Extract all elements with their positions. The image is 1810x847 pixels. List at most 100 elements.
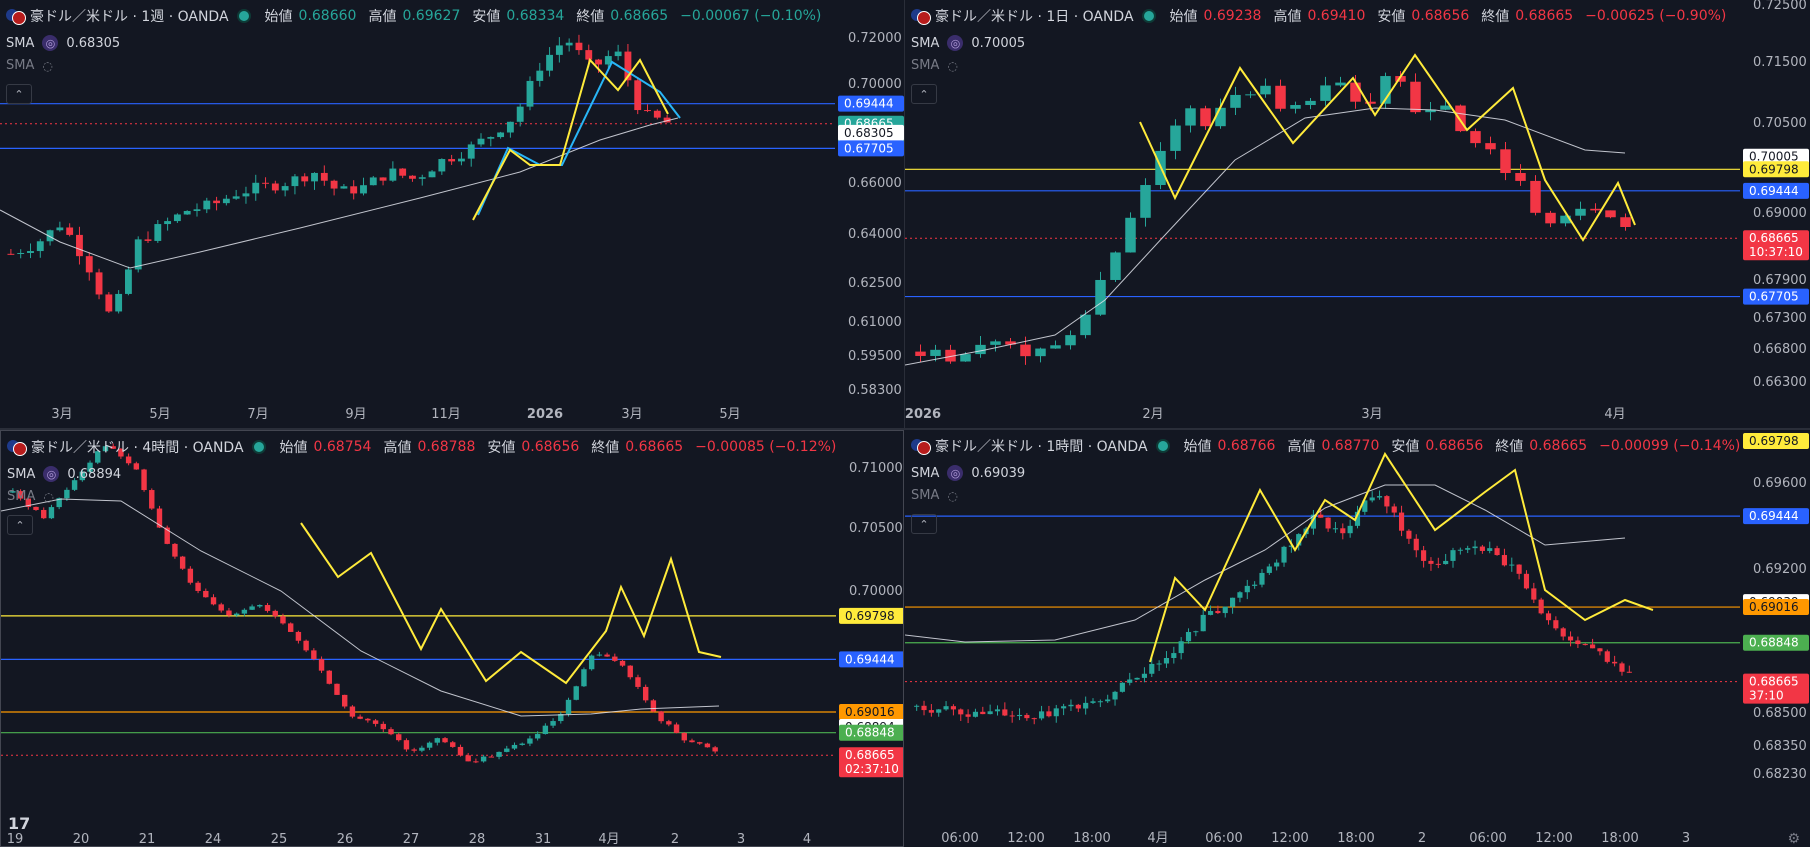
sma-indicator-row-hidden[interactable]: SMA ◌: [7, 489, 54, 504]
candle-body: [369, 177, 377, 186]
collapse-legend-button[interactable]: ⌃: [911, 84, 937, 104]
candle-body: [1222, 606, 1228, 614]
x-tick-label: 25: [271, 832, 288, 847]
candle-body: [133, 463, 140, 470]
candle-body: [102, 446, 109, 452]
candle-body: [565, 42, 573, 46]
candle-body: [448, 159, 456, 162]
candle-body: [149, 490, 155, 509]
tradingview-logo[interactable]: 17: [8, 814, 31, 833]
x-tick-label: 5月: [149, 407, 170, 422]
eye-hidden-icon[interactable]: ◌: [947, 488, 958, 503]
close-value: 0.68665: [610, 8, 669, 24]
candle-body: [1288, 545, 1294, 547]
candle-body: [1605, 210, 1616, 218]
sma-indicator-row[interactable]: SMA ◎ 0.69039: [911, 465, 1025, 481]
eye-hidden-icon[interactable]: ◌: [42, 58, 53, 73]
candle-body: [1479, 546, 1485, 551]
candle-body: [372, 720, 379, 724]
price-tag: 0.68848: [839, 724, 903, 741]
price-tag-label: 0.69798: [1749, 162, 1799, 176]
candle-body: [1545, 212, 1556, 224]
candle-body: [1193, 631, 1199, 633]
candle-body: [477, 138, 485, 145]
candle-body: [1395, 76, 1406, 82]
sma-indicator-row-hidden[interactable]: SMA ◌: [911, 488, 958, 503]
chart-header[interactable]: 豪ドル／米ドル · 1日 · OANDA 始値 0.69238 高値 0.69410 安値…: [911, 6, 1726, 26]
candle-body: [1275, 85, 1286, 109]
candle-body: [457, 158, 465, 162]
price-tag-label: 0.69444: [1749, 509, 1799, 523]
candle-body: [960, 354, 971, 362]
x-tick-label: 11月: [431, 407, 461, 422]
candle-body: [87, 462, 93, 472]
candle-body: [1457, 549, 1463, 551]
price-tag-bg: [1743, 599, 1809, 616]
aud-usd-flag-icon: [911, 9, 931, 25]
candle-body: [124, 269, 132, 294]
sma-indicator-row-hidden[interactable]: SMA ◌: [6, 58, 53, 73]
x-tick-label: 2月: [1142, 407, 1163, 422]
price-tag-label: 0.69016: [1749, 600, 1799, 614]
sma-label: SMA: [6, 58, 35, 73]
indicator-icon[interactable]: ◎: [947, 465, 964, 481]
price-tag-label: 0.69444: [1749, 184, 1799, 198]
candle-body: [241, 609, 248, 614]
price-tag: 0.69016: [839, 704, 903, 721]
candle-body: [487, 137, 495, 139]
sma-indicator-row[interactable]: SMA ◎ 0.68894: [7, 466, 121, 482]
chart-panel-daily[interactable]: 0.72500 0.71500 0.70500 0.69000 0.67900 0.673…: [905, 0, 1810, 428]
collapse-legend-button[interactable]: ⌃: [7, 515, 33, 535]
candle-body: [519, 743, 525, 745]
open-label: 始値: [1183, 439, 1212, 455]
y-tick-label: 0.69600: [1753, 476, 1807, 491]
symbol-title[interactable]: 豪ドル／米ドル · 1時間 · OANDA: [935, 439, 1148, 455]
price-tag-bg: [838, 124, 904, 141]
candle-body: [1450, 550, 1456, 561]
candle-body: [975, 344, 986, 355]
candle-body: [697, 742, 703, 744]
chart-panel-1h[interactable]: 0.696000.694000.692000.688000.685000.683…: [905, 430, 1810, 847]
candle-body: [1134, 677, 1140, 680]
candle-body: [399, 168, 407, 176]
price-tag-label: 0.68848: [845, 726, 895, 740]
collapse-legend-button[interactable]: ⌃: [6, 84, 32, 104]
eye-hidden-icon[interactable]: ◌: [947, 58, 958, 73]
low-value: 0.68656: [521, 439, 580, 455]
close-value: 0.68665: [1529, 438, 1588, 454]
symbol-title[interactable]: 豪ドル／米ドル · 1週 · OANDA: [30, 9, 229, 25]
chart-header[interactable]: 豪ドル／米ドル · 1時間 · OANDA 始値 0.68766 高値 0.68770 安…: [911, 436, 1740, 456]
sma-indicator-row[interactable]: SMA ◎ 0.70005: [911, 35, 1025, 51]
candle-body: [262, 182, 269, 184]
candle-body: [1500, 149, 1511, 174]
price-tag: 0.68305: [838, 124, 904, 141]
indicator-icon[interactable]: ◎: [43, 466, 60, 482]
candle-body: [546, 54, 554, 71]
chart-header[interactable]: 豪ドル／米ドル · 4時間 · OANDA 始値 0.68754 高値 0.68788 安…: [7, 437, 836, 457]
symbol-title[interactable]: 豪ドル／米ドル · 1日 · OANDA: [935, 9, 1134, 25]
indicator-icon[interactable]: ◎: [947, 35, 964, 51]
candle-body: [1530, 180, 1541, 213]
eye-hidden-icon[interactable]: ◌: [43, 489, 54, 504]
chart-panel-weekly[interactable]: 0.72000 0.70000 0.66000 0.64000 0.62500 0.610…: [0, 0, 905, 428]
price-tag: 0.69444: [1743, 508, 1809, 525]
symbol-title[interactable]: 豪ドル／米ドル · 4時間 · OANDA: [31, 440, 244, 456]
sma-value: 0.69039: [971, 465, 1026, 481]
indicator-icon[interactable]: ◎: [42, 35, 59, 51]
candle-body: [945, 349, 956, 362]
candle-body: [1362, 500, 1368, 512]
sma-indicator-row[interactable]: SMA ◎ 0.68305: [6, 35, 120, 51]
collapse-legend-button[interactable]: ⌃: [911, 514, 937, 534]
candle-body: [689, 740, 695, 743]
candle-body: [232, 196, 240, 199]
candle-body: [1515, 173, 1526, 181]
candle-body: [673, 724, 680, 733]
chart-header[interactable]: 豪ドル／米ドル · 1週 · OANDA 始値 0.68660 高値 0.69627 安値…: [6, 6, 821, 26]
chart-panel-4h[interactable]: 0.71000 0.70500 0.70000 19 20 21 24 25 26 27 28 31 4…: [0, 430, 904, 847]
gear-icon[interactable]: ⚙: [1787, 831, 1800, 847]
y-tick-label: 0.61000: [848, 315, 902, 330]
candle-body: [980, 711, 986, 715]
sma-indicator-row-hidden[interactable]: SMA ◌: [911, 58, 958, 73]
price-tag-bg: [1743, 230, 1809, 261]
